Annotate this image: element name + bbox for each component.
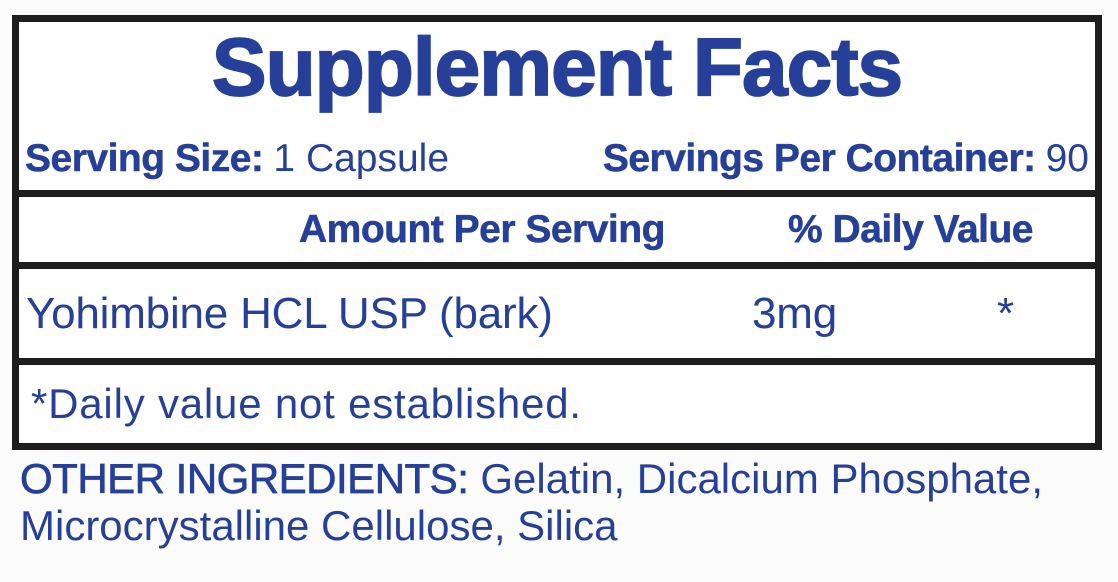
section-divider — [19, 262, 1095, 269]
supplement-facts-panel: Supplement Facts Serving Size: 1 Capsule … — [12, 15, 1102, 450]
servings-per-container-label: Servings Per Container: — [602, 137, 1037, 181]
section-divider — [19, 358, 1095, 365]
serving-size-value: 1 Capsule — [273, 137, 450, 180]
daily-value-header: % Daily Value — [788, 207, 1034, 251]
section-divider — [19, 190, 1095, 197]
servings-per-container-value: 90 — [1045, 137, 1089, 180]
amount-per-serving-header: Amount Per Serving — [299, 207, 666, 251]
ingredient-row: Yohimbine HCL USP (bark) 3mg * — [19, 269, 1095, 358]
title-serving-section: Supplement Facts Serving Size: 1 Capsule … — [19, 22, 1095, 190]
servings-per-container-group: Servings Per Container: 90 — [603, 137, 1089, 181]
panel-title: Supplement Facts — [211, 22, 904, 113]
other-ingredients-label: OTHER INGREDIENTS: — [20, 455, 470, 503]
footnote-text: *Daily value not established. — [31, 380, 582, 427]
other-ingredients-value: Gelatin, Dicalcium Phosphate, Microcryst… — [20, 455, 1043, 550]
ingredient-amount: 3mg — [752, 288, 837, 338]
other-ingredients: OTHER INGREDIENTS: Gelatin, Dicalcium Pho… — [20, 455, 1112, 550]
column-header-row: Amount Per Serving % Daily Value — [19, 197, 1095, 262]
ingredient-name: Yohimbine HCL USP (bark) — [26, 288, 553, 338]
footnote-row: *Daily value not established. — [19, 365, 1095, 443]
serving-size-group: Serving Size: 1 Capsule — [25, 137, 449, 181]
serving-size-label: Serving Size: — [25, 137, 264, 181]
serving-info-row: Serving Size: 1 Capsule Servings Per Cont… — [25, 137, 1089, 181]
ingredient-daily-value: * — [997, 288, 1014, 338]
